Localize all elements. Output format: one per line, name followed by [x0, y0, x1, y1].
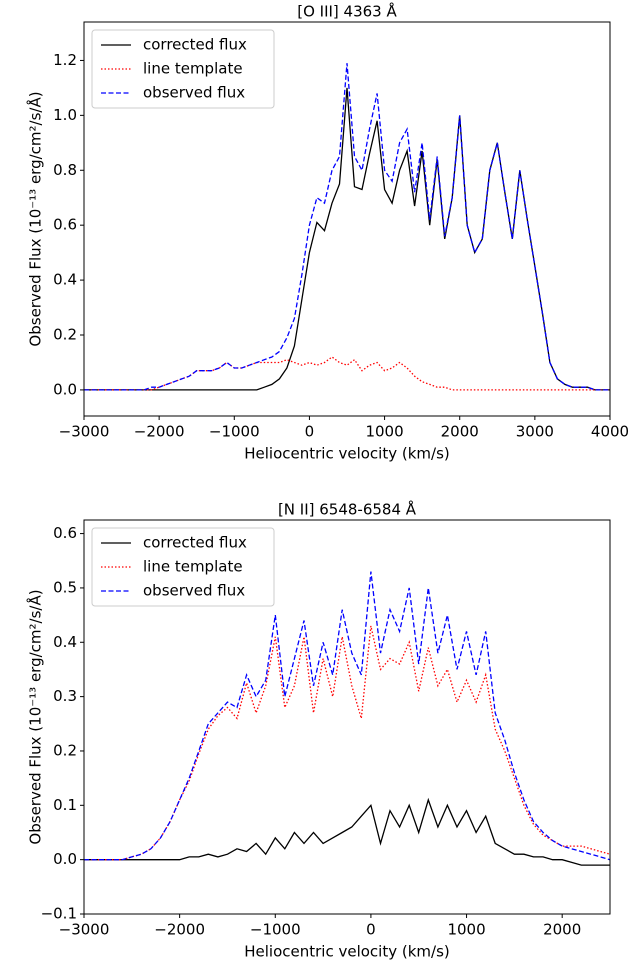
y-tick-label: 0.8	[53, 161, 77, 179]
legend: corrected flux line template observed flux	[91, 527, 275, 607]
x-tick-label: 2000	[543, 921, 581, 939]
x-axis-label: Heliocentric velocity (km/s)	[244, 445, 450, 463]
y-tick-label: 0.3	[53, 687, 77, 705]
legend-frame	[91, 29, 275, 109]
legend-label: observed flux	[143, 84, 245, 102]
y-tick-label: −0.1	[41, 905, 77, 923]
data-line	[84, 797, 610, 866]
subplot: [N II] 6548-6584 Å Heliocentric velocity …	[26, 500, 611, 961]
x-tick-label: −1000	[250, 921, 301, 939]
y-tick-label: 0.1	[53, 796, 77, 814]
y-tick-label: 0.4	[53, 271, 77, 289]
data-line	[84, 63, 610, 391]
y-tick-label: 0.5	[53, 578, 77, 596]
legend-label: line template	[143, 558, 243, 576]
y-tick-label: 0.4	[53, 633, 77, 651]
x-tick-label: 0	[366, 921, 376, 939]
data-line	[84, 571, 611, 861]
data-line	[84, 625, 611, 861]
data-line	[84, 87, 610, 391]
x-tick-label: −3000	[59, 921, 110, 939]
subplot: [O III] 4363 Å Heliocentric velocity (km/…	[26, 2, 630, 463]
legend-label: corrected flux	[143, 534, 247, 552]
chart-title: [O III] 4363 Å	[297, 2, 397, 21]
y-axis-label: Observed Flux (10⁻¹³ erg/cm²/s/Å)	[26, 91, 45, 346]
x-tick-label: 4000	[591, 423, 629, 441]
data-line	[84, 356, 610, 391]
x-tick-label: 2000	[441, 423, 479, 441]
y-tick-label: 1.0	[53, 106, 77, 124]
x-tick-label: 1000	[447, 921, 485, 939]
plot-frame	[83, 21, 611, 417]
legend-label: line template	[143, 60, 243, 78]
x-tick-label: 3000	[516, 423, 554, 441]
y-tick-label: 0.0	[53, 380, 77, 398]
y-tick-label: 0.2	[53, 741, 77, 759]
chart-title: [N II] 6548-6584 Å	[278, 500, 417, 519]
plot-frame	[83, 519, 611, 915]
x-tick-label: −1000	[209, 423, 260, 441]
y-tick-label: 1.2	[53, 51, 77, 69]
x-axis-label: Heliocentric velocity (km/s)	[244, 943, 450, 961]
y-tick-label: 0.6	[53, 216, 77, 234]
y-tick-label: 0.0	[53, 850, 77, 868]
x-tick-label: −2000	[154, 921, 205, 939]
legend-label: observed flux	[143, 582, 245, 600]
legend-label: corrected flux	[143, 36, 247, 54]
legend: corrected flux line template observed flux	[91, 29, 275, 109]
x-tick-label: 0	[305, 423, 315, 441]
y-tick-label: 0.2	[53, 326, 77, 344]
x-tick-label: −2000	[134, 423, 185, 441]
x-tick-label: −3000	[59, 423, 110, 441]
x-tick-label: 1000	[365, 423, 403, 441]
legend-frame	[91, 527, 275, 607]
y-tick-label: 0.6	[53, 524, 77, 542]
y-axis-label: Observed Flux (10⁻¹³ erg/cm²/s/Å)	[26, 589, 45, 844]
